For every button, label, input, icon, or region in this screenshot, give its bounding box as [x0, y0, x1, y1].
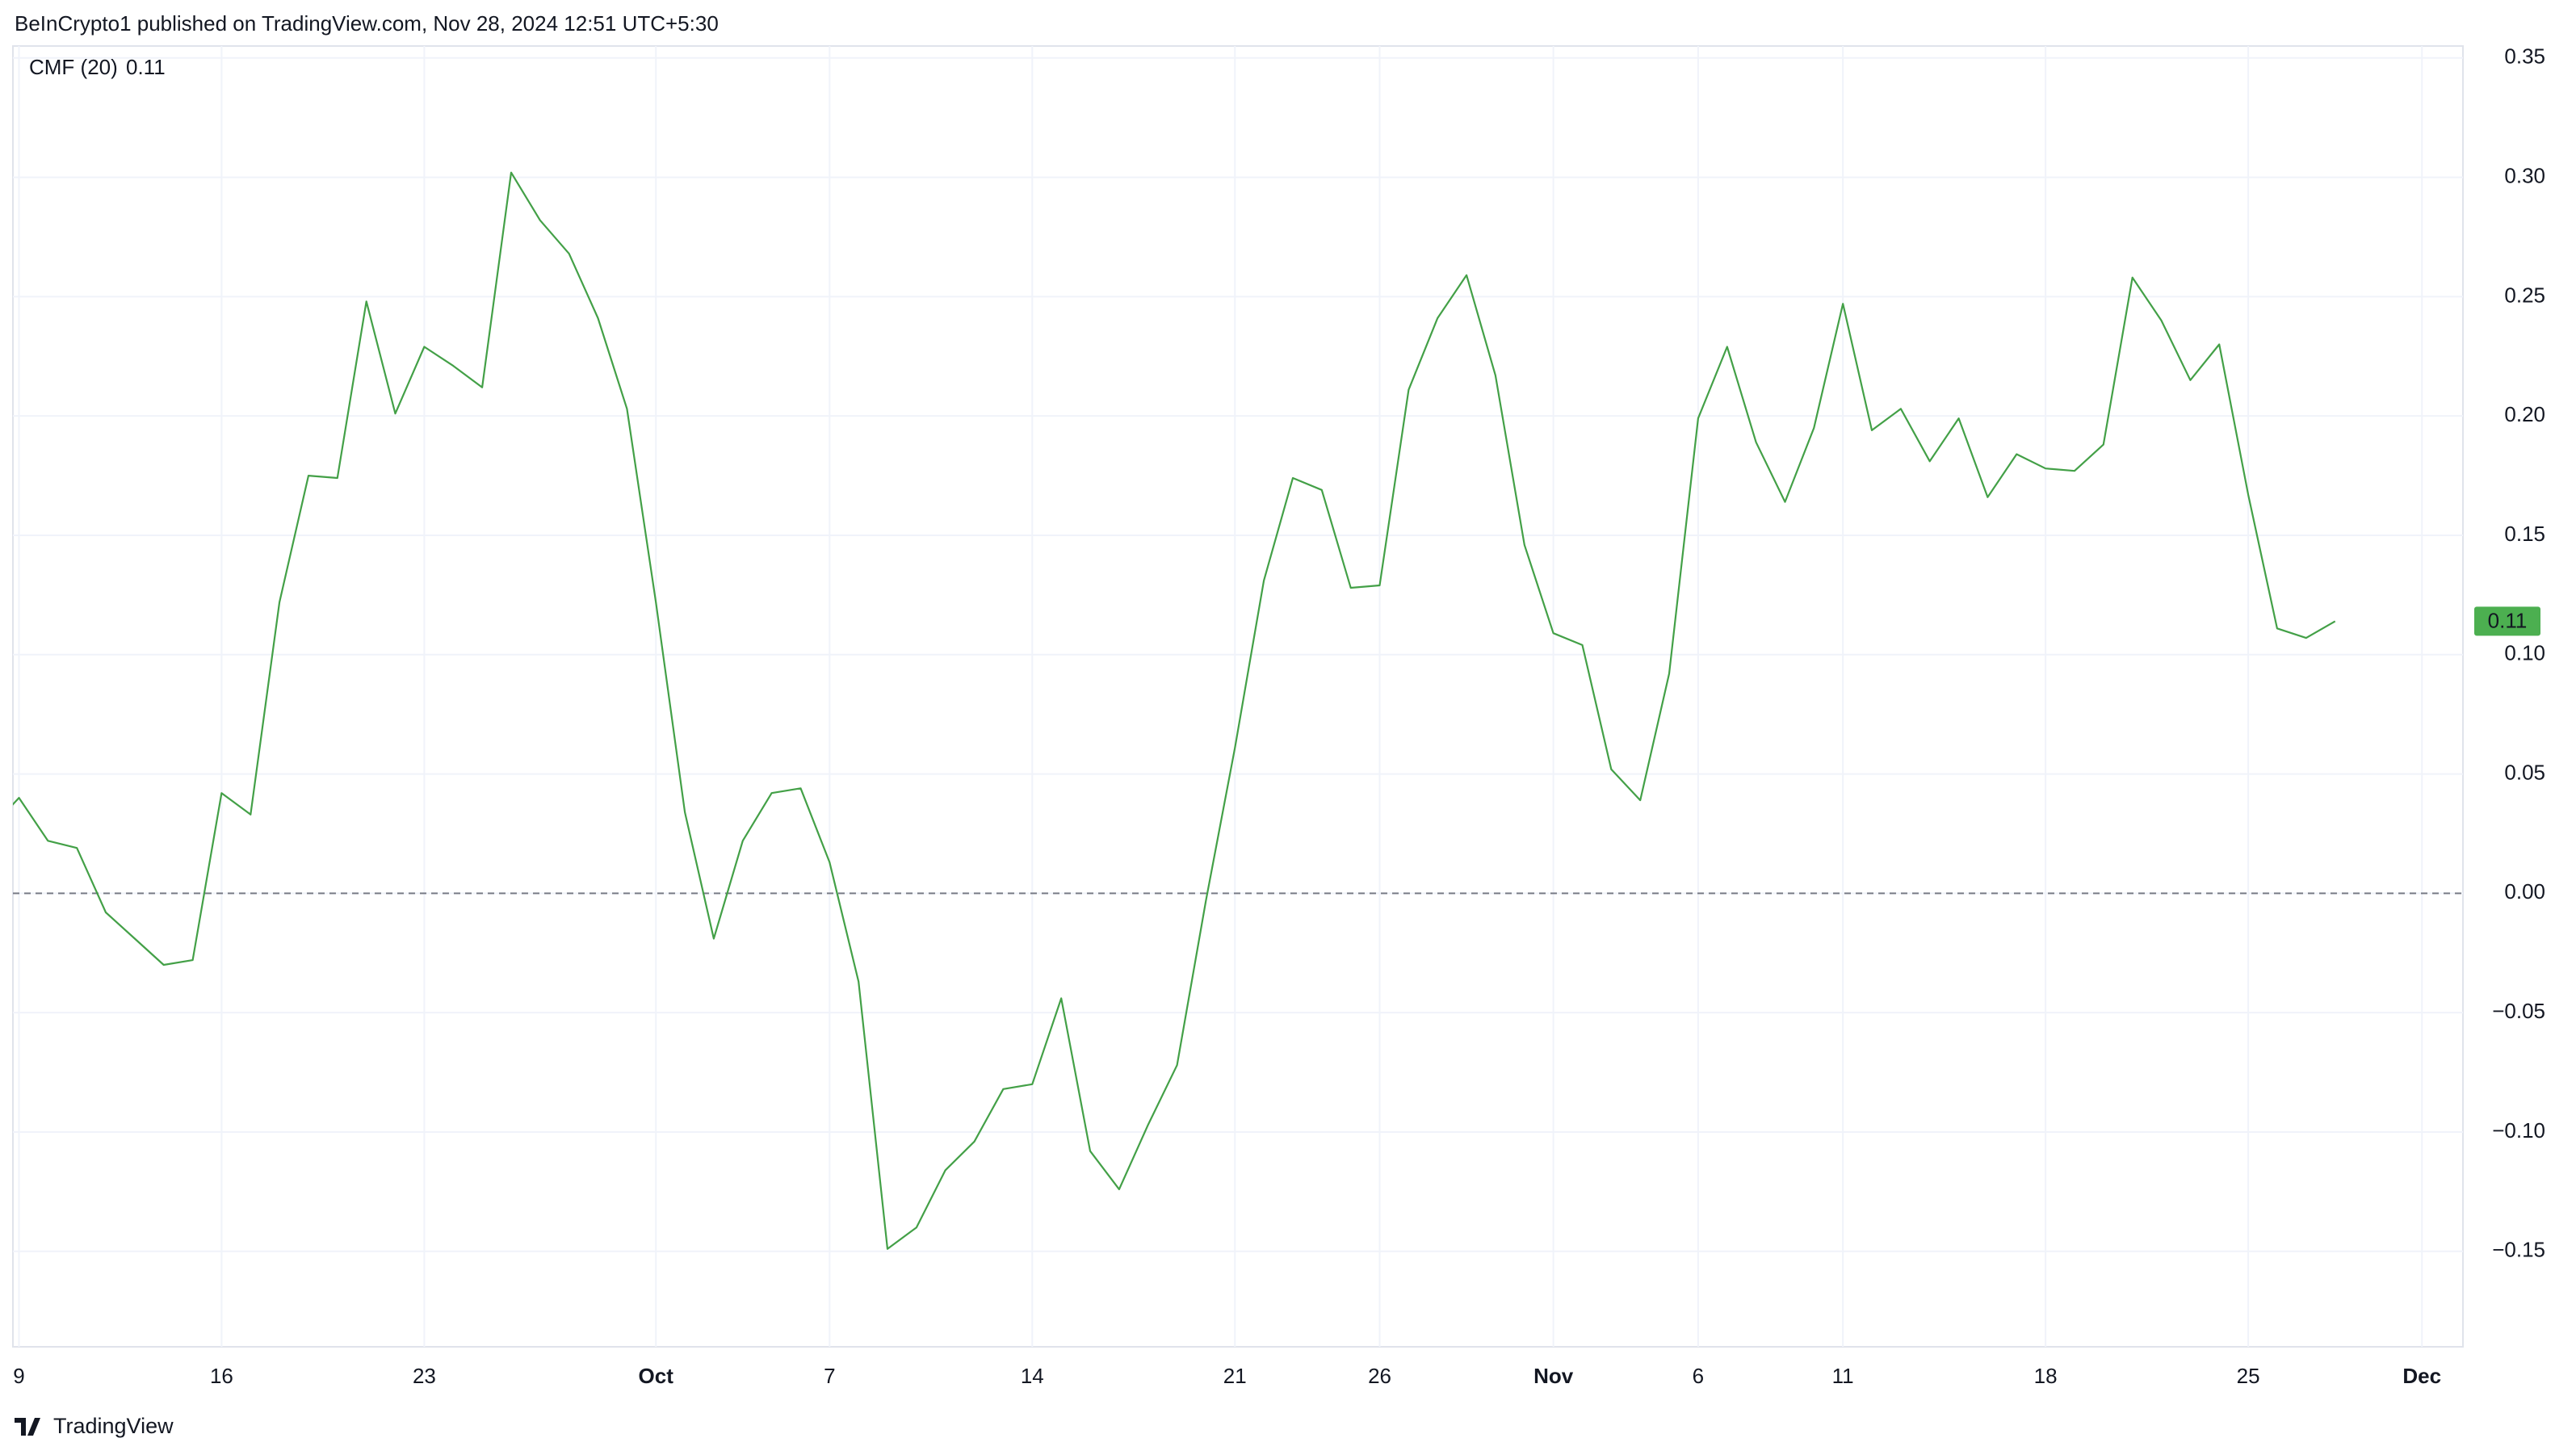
y-tick-label: −0.10: [2492, 1118, 2545, 1143]
publish-header: BeInCrypto1 published on TradingView.com…: [15, 11, 719, 36]
x-tick-label: 16: [210, 1364, 233, 1388]
y-tick-label: −0.05: [2492, 999, 2545, 1023]
x-tick-label: 11: [1832, 1364, 1854, 1388]
x-tick-label: 18: [2034, 1364, 2058, 1388]
logo-text: TradingView: [53, 1414, 174, 1438]
y-tick-label: 0.20: [2504, 402, 2545, 426]
plot-frame: [12, 45, 2464, 1348]
last-value-badge: [2474, 606, 2540, 636]
x-tick-label: 7: [824, 1364, 835, 1388]
x-tick-label: 6: [1693, 1364, 1704, 1388]
y-tick-label: 0.35: [2504, 44, 2545, 69]
legend-value: 0.11: [126, 55, 166, 79]
x-tick-label: Oct: [639, 1364, 674, 1388]
y-tick-label: 0.25: [2504, 283, 2545, 307]
y-tick-label: 0.30: [2504, 163, 2545, 187]
x-tick-label: Dec: [2402, 1364, 2441, 1388]
cmf-line: [13, 171, 2336, 1250]
y-tick-label: 0.15: [2504, 522, 2545, 546]
x-tick-label: 26: [1368, 1364, 1391, 1388]
y-tick-label: 0.10: [2504, 641, 2545, 665]
x-tick-label: Nov: [1533, 1364, 1574, 1388]
y-tick-label: 0.00: [2504, 879, 2545, 904]
x-tick-label: 21: [1223, 1364, 1247, 1388]
y-tick-label: −0.15: [2492, 1238, 2545, 1262]
legend-name: CMF (20): [29, 55, 118, 79]
x-tick-label: 23: [413, 1364, 436, 1388]
tv-logo: TradingView: [15, 1414, 174, 1438]
last-value-label: 0.11: [2488, 608, 2528, 632]
x-tick-label: 9: [13, 1364, 24, 1388]
x-tick-label: 14: [1021, 1364, 1044, 1388]
x-tick-label: 25: [2237, 1364, 2260, 1388]
y-tick-label: 0.05: [2504, 760, 2545, 784]
